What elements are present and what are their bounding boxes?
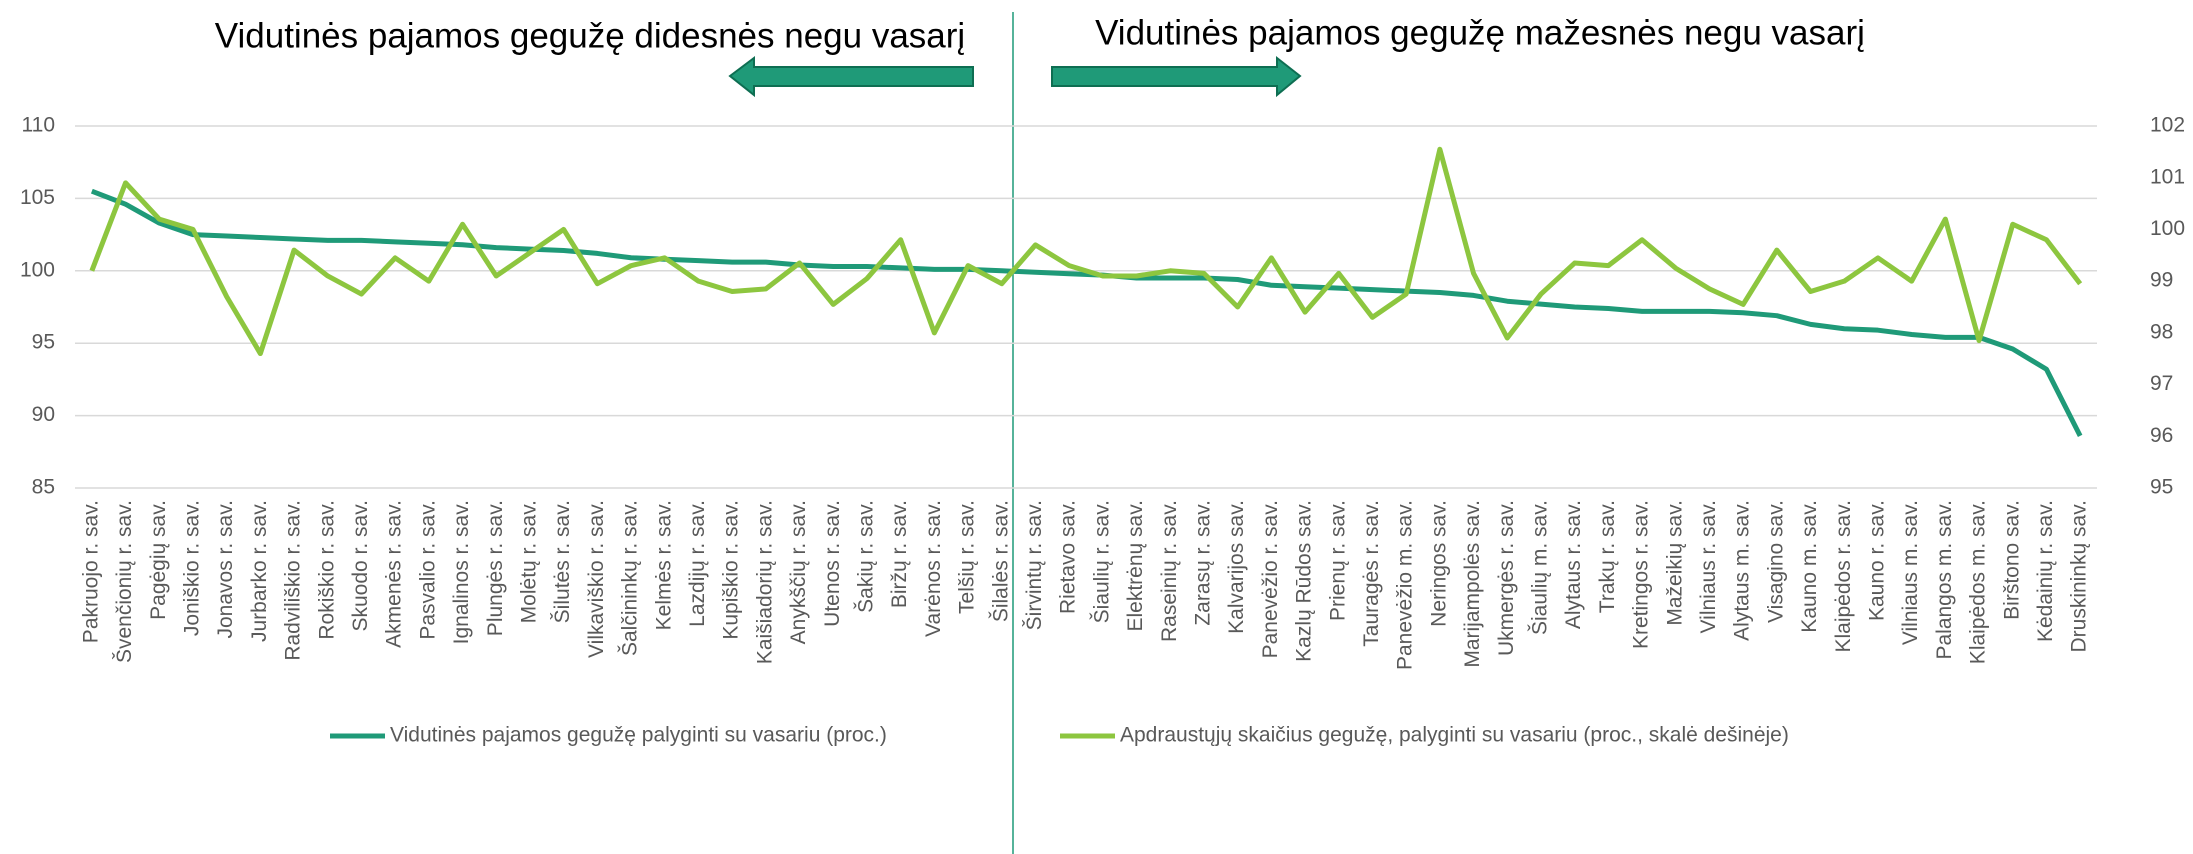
x-tick-label: Švenčionių r. sav. [113,500,136,663]
legend-label: Apdraustųjų skaičius gegužę, palyginti s… [1120,724,1789,747]
x-tick-label: Utenos r. sav. [821,500,844,627]
x-tick-label: Kauno r. sav. [1865,500,1888,621]
x-tick-label: Šiaulių m. sav. [1528,500,1551,635]
x-tick-label: Raseinių r. sav. [1158,500,1181,642]
y-tick-label: 90 [32,403,55,426]
x-tick-label: Pagėgių sav. [147,500,170,620]
x-tick-label: Neringos sav. [1427,500,1450,627]
x-tick-label: Anykščių r. sav. [787,500,810,644]
annotation-left: Vidutinės pajamos gegužę didesnės negu v… [215,16,965,55]
x-tick-label: Zarasų r. sav. [1191,500,1214,626]
x-tick-label: Palangos m. sav. [1933,500,1956,660]
y2-tick-label: 95 [2150,476,2173,499]
x-tick-label: Širvintų r. sav. [1023,500,1046,630]
x-tick-label: Pakruojo r. sav. [79,500,102,643]
x-tick-label: Kėdainių r. sav. [2034,500,2057,642]
x-tick-label: Telšių r. sav. [956,500,979,614]
y2-tick-label: 100 [2150,217,2185,240]
x-tick-label: Jonavos r. sav. [214,500,237,639]
x-tick-label: Panevėžio r. sav. [1259,500,1282,658]
x-tick-label: Vilkaviškio r. sav. [585,500,608,658]
x-tick-label: Plungės r. sav. [484,500,507,636]
x-tick-label: Panevėžio m. sav. [1394,500,1417,670]
x-tick-label: Varėnos r. sav. [922,500,945,637]
x-tick-label: Tauragės r. sav. [1360,500,1383,647]
x-tick-label: Skuodo r. sav. [349,500,372,632]
x-tick-label: Šakių r. sav. [854,500,877,613]
y2-tick-label: 96 [2150,424,2173,447]
x-tick-label: Elektrėnų sav. [1124,500,1147,632]
x-tick-label: Šilalės r. sav. [989,500,1012,622]
arrow-right [1051,55,1302,98]
x-tick-label: Ignalinos r. sav. [450,500,473,644]
x-tick-label: Kauno m. sav. [1798,500,1821,633]
x-tick-label: Kretingos r. sav. [1630,500,1653,649]
y2-tick-label: 98 [2150,320,2173,343]
x-tick-label: Mažeikių sav. [1663,500,1686,626]
y-tick-label: 85 [32,476,55,499]
legend-label: Vidutinės pajamos gegužę palyginti su va… [390,724,887,747]
x-tick-label: Radviliškio r. sav. [282,500,305,661]
x-tick-label: Trakų r. sav. [1596,500,1619,613]
x-tick-label: Marijampolės sav. [1461,500,1484,668]
y-tick-label: 100 [20,258,55,281]
x-tick-label: Molėtų r. sav. [517,500,540,623]
x-tick-label: Šiaulių r. sav. [1090,500,1113,623]
y-tick-label: 110 [22,114,55,137]
y-tick-label: 95 [32,331,55,354]
x-tick-label: Joniškio r. sav. [180,500,203,636]
x-tick-label: Akmenės r. sav. [383,500,406,648]
y2-tick-label: 99 [2150,269,2173,292]
annotation-right: Vidutinės pajamos gegužę mažesnės negu v… [1095,13,1865,52]
x-tick-label: Lazdijų r. sav. [686,500,709,627]
x-tick-label: Druskininkų sav. [2068,500,2091,653]
series-line [89,146,2083,357]
y2-tick-label: 101 [2150,165,2185,188]
x-tick-label: Biržų r. sav. [888,500,911,608]
x-tick-label: Klaipėdos r. sav. [1832,500,1855,653]
x-tick-label: Kelmės r. sav. [652,500,675,630]
x-tick-label: Prienų r. sav. [1326,500,1349,621]
x-tick-label: Kupiškio r. sav. [720,500,743,640]
x-tick-label: Rokiškio r. sav. [315,500,338,640]
y-tick-label: 105 [20,186,55,209]
series-line [90,188,2083,438]
x-tick-label: Rietavo sav. [1057,500,1080,614]
y2-tick-label: 102 [2150,114,2185,137]
x-tick-label: Klaipėdos m. sav. [1967,500,1990,664]
x-tick-label: Šalčininkų r. sav. [619,500,642,656]
x-tick-label: Alytaus m. sav. [1731,500,1754,641]
x-tick-label: Pasvalio r. sav. [416,500,439,640]
arrow-left [728,56,974,98]
x-tick-label: Vilniaus m. sav. [1899,500,1922,645]
x-tick-label: Vilniaus r. sav. [1697,500,1720,633]
y2-tick-label: 97 [2150,372,2173,395]
x-tick-label: Kazlų Rūdos sav. [1293,500,1316,662]
x-tick-label: Ukmergės r. sav. [1495,500,1518,656]
x-tick-label: Kaišiadorių r. sav. [753,500,776,664]
x-tick-label: Birštono sav. [2000,500,2023,620]
x-tick-label: Kalvarijos sav. [1225,500,1248,634]
x-tick-label: Alytaus r. sav. [1562,500,1585,629]
x-tick-label: Visagino sav. [1764,500,1787,623]
x-tick-label: Jurbarko r. sav. [248,500,271,642]
x-tick-label: Šilutės r. sav. [551,500,574,623]
